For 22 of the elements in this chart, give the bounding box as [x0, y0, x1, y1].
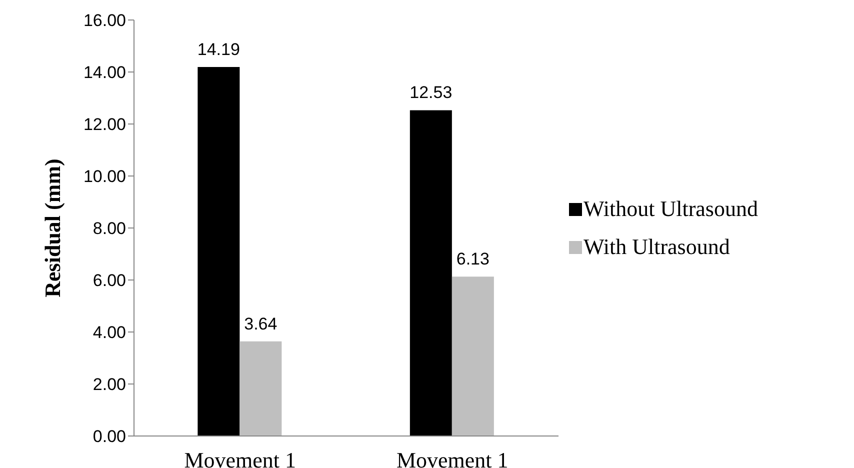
data-label: 3.64 [244, 314, 278, 334]
bar [410, 110, 452, 436]
y-tick-label: 16.00 [83, 11, 126, 30]
data-label: 14.19 [197, 40, 240, 60]
legend-label: Without Ultrasound [584, 196, 758, 222]
x-tick-label: Movement 1 [184, 448, 296, 468]
y-tick-label: 12.00 [83, 115, 126, 134]
bar [452, 276, 494, 436]
bar [198, 67, 240, 436]
y-tick-label: 6.00 [92, 271, 126, 290]
data-label: 6.13 [456, 250, 490, 269]
x-tick-label: Movement 1 [396, 448, 508, 468]
y-tick-label: 14.00 [83, 63, 126, 82]
y-tick-label: 8.00 [92, 219, 126, 238]
legend-label: With Ultrasound [584, 234, 730, 260]
y-tick-label: 0.00 [92, 427, 126, 446]
y-tick-label: 10.00 [83, 167, 126, 186]
bar [240, 341, 282, 436]
y-axis-title: Residual (mm) [40, 158, 65, 298]
data-label: 12.53 [410, 83, 452, 102]
y-tick-label: 2.00 [92, 375, 126, 394]
y-tick-label: 4.00 [92, 323, 126, 342]
